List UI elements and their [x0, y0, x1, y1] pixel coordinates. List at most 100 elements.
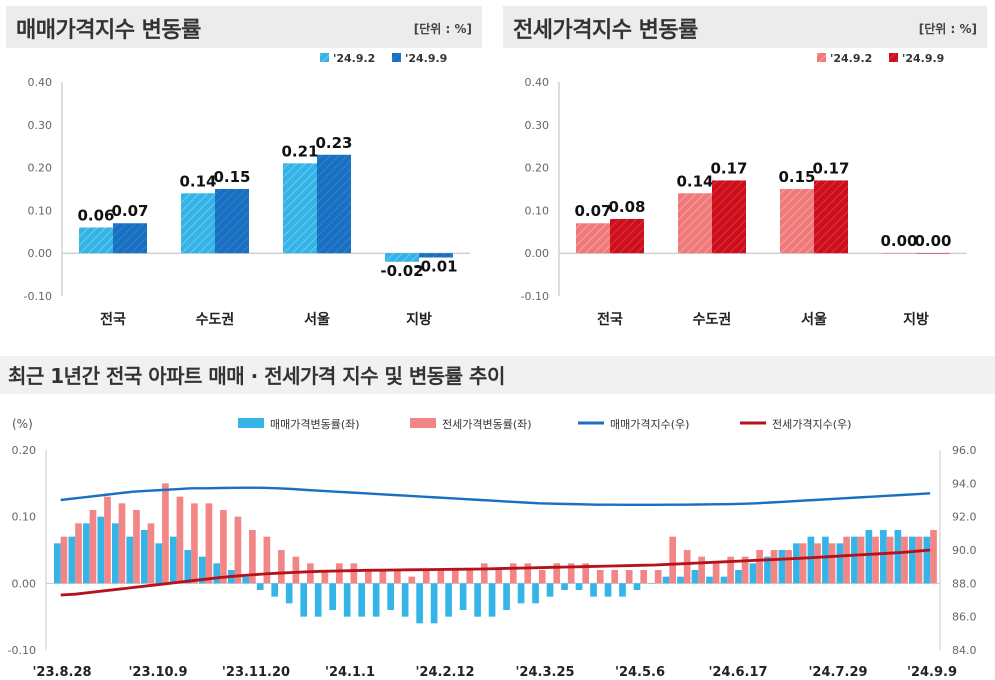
bar — [82, 523, 90, 584]
bar — [524, 563, 532, 584]
bar — [285, 583, 293, 604]
bar — [677, 576, 684, 584]
sale-change-bar-chart: 0.40 0.30 0.20 0.10 0.00 -0.10 '24.9.2 '24.9.9 0… — [24, 52, 470, 328]
bar — [263, 536, 271, 584]
x-tick-label: '24.7.29 — [808, 665, 867, 680]
left-unit-label: (%) — [12, 417, 33, 431]
category-label: 서울 — [304, 311, 330, 328]
data-label: 0.07 — [574, 202, 611, 220]
x-tick-label: '24.3.25 — [515, 665, 574, 680]
legend-label: '24.9.9 — [902, 52, 944, 65]
bar — [610, 218, 644, 254]
bar — [880, 530, 887, 584]
bar — [836, 543, 844, 584]
legend-label: '24.9.2 — [333, 52, 375, 65]
bar — [162, 483, 169, 584]
bar — [445, 583, 452, 617]
bar — [633, 583, 641, 590]
bar — [799, 543, 807, 584]
bar — [561, 583, 568, 590]
category-label: 지방 — [406, 311, 432, 328]
bar — [329, 583, 337, 610]
y-tick-label: 0.40 — [28, 76, 53, 89]
bar — [234, 516, 242, 584]
right-tick-label: 86.0 — [952, 611, 977, 624]
category-label: 지방 — [903, 311, 929, 328]
bar — [517, 583, 525, 604]
bar — [735, 570, 742, 584]
bar — [909, 536, 916, 584]
bar — [126, 536, 134, 584]
bar — [79, 227, 113, 254]
bar — [60, 536, 68, 584]
bar — [619, 583, 626, 597]
y-tick-label: 0.40 — [525, 76, 550, 89]
bar — [901, 536, 908, 584]
x-tick-label: '24.2.12 — [415, 665, 474, 680]
bar — [181, 193, 215, 254]
bar — [576, 223, 610, 254]
bar — [691, 570, 699, 584]
data-label: 0.15 — [213, 168, 250, 186]
bar — [662, 576, 670, 584]
category-label: 전국 — [597, 311, 623, 328]
y-tick-label: 0.00 — [525, 247, 550, 260]
bar — [256, 583, 264, 590]
bar — [307, 563, 314, 584]
legend-swatch — [410, 418, 436, 428]
bar — [408, 576, 416, 584]
bar — [176, 496, 184, 584]
sale-index-line — [60, 486, 931, 506]
bar — [379, 570, 387, 584]
left-tick-label: 0.20 — [12, 444, 37, 457]
bar — [923, 536, 931, 584]
x-tick-label: '23.8.28 — [32, 665, 91, 680]
data-label: -0.01 — [414, 257, 457, 275]
legend-label: 매매가격지수(우) — [610, 418, 689, 431]
left-tick-label: 0.00 — [12, 577, 37, 590]
bar — [706, 576, 713, 584]
bar — [538, 570, 546, 584]
bar — [780, 189, 814, 254]
bar — [495, 570, 503, 584]
bar — [843, 536, 850, 584]
right-tick-label: 84.0 — [952, 644, 977, 657]
left-tick-label: -0.10 — [8, 644, 36, 657]
bar — [364, 570, 372, 584]
bar — [640, 570, 648, 584]
jeonse-index-line — [60, 548, 931, 597]
bar — [68, 536, 76, 584]
bar — [249, 530, 256, 584]
bar — [930, 530, 937, 584]
bar — [385, 253, 419, 262]
bar — [669, 536, 676, 584]
bar — [872, 536, 879, 584]
bar — [111, 523, 119, 584]
y-tick-label: 0.10 — [525, 204, 550, 217]
legend-label: 전세가격지수(우) — [772, 418, 851, 431]
bar — [147, 523, 155, 584]
sale-panel-title: 매매가격지수 변동률 — [16, 18, 201, 43]
y-tick-label: 0.20 — [28, 162, 53, 175]
bar — [814, 180, 848, 254]
data-label: 0.07 — [111, 202, 148, 220]
data-label: 0.14 — [179, 172, 216, 190]
bar — [698, 556, 705, 584]
x-tick-label: '24.1.1 — [325, 665, 375, 680]
bar — [474, 583, 481, 617]
x-tick-label: '23.11.20 — [222, 665, 290, 680]
bar — [822, 536, 829, 584]
jeonse-change-bar-chart: 0.40 0.30 0.20 0.10 0.00 -0.10 '24.9.2 '24.9.9 0… — [521, 52, 967, 328]
bar — [451, 570, 459, 584]
bar — [283, 163, 317, 254]
bar — [785, 550, 792, 584]
bar — [712, 180, 746, 254]
bar — [654, 570, 662, 584]
bar — [314, 583, 322, 617]
bar — [894, 530, 902, 584]
bar — [683, 550, 691, 584]
bar — [430, 583, 438, 624]
bar — [213, 563, 221, 584]
bar — [191, 503, 198, 584]
legend-swatch — [238, 418, 264, 428]
